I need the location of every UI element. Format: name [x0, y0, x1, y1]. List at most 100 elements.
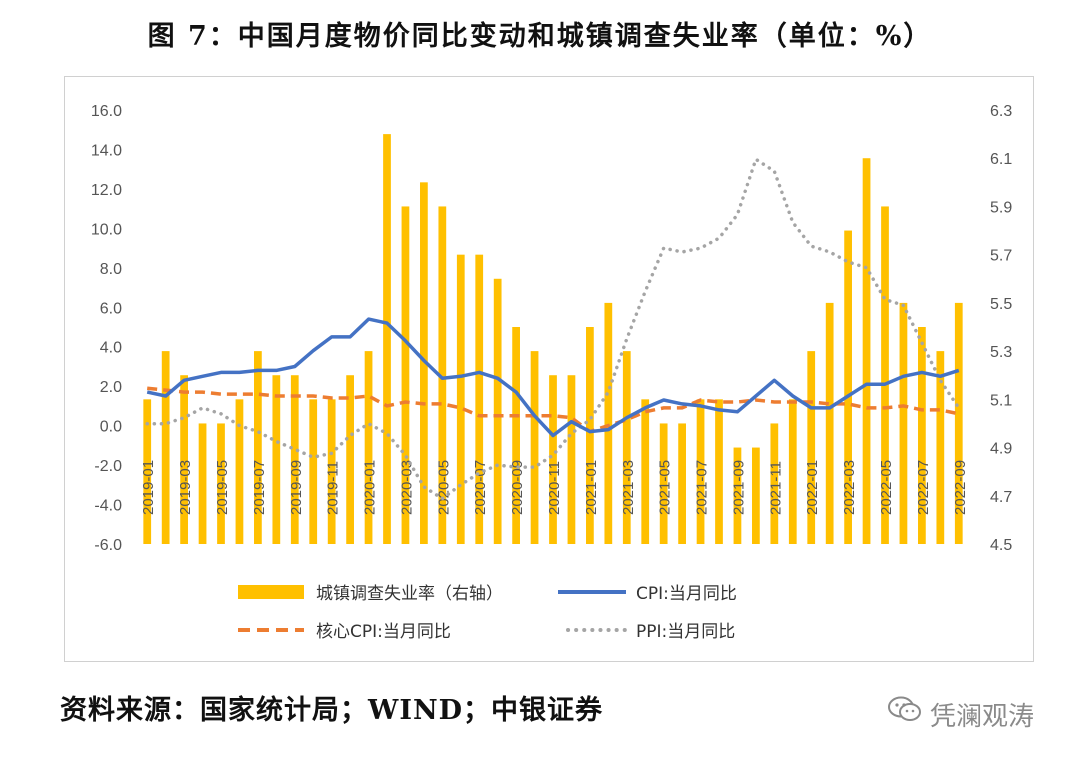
unemployment-bar: [143, 399, 152, 544]
cpi-line: [146, 317, 960, 438]
source-note: 资料来源：国家统计局；WIND；中银证券: [60, 695, 604, 726]
x-tick-label: 2020-09: [509, 460, 526, 515]
y-left-tick-label: 10.0: [91, 221, 122, 238]
x-tick-label: 2020-03: [398, 460, 415, 515]
unemployment-bar: [733, 447, 742, 544]
x-tick-label: 2022-07: [915, 460, 932, 515]
x-tick-label: 2021-05: [657, 460, 674, 515]
unemployment-bar: [456, 254, 465, 544]
unemployment-bar: [696, 399, 705, 544]
unemployment-bar: [881, 206, 889, 544]
unemployment-bar: [807, 351, 816, 544]
y-left-tick-label: 12.0: [91, 182, 122, 199]
x-tick-label: 2022-09: [952, 460, 969, 515]
y-left-tick-label: -6.0: [94, 537, 122, 554]
unemployment-bar: [493, 278, 502, 544]
unemployment-bar: [198, 423, 207, 544]
unemployment-bar: [862, 158, 871, 544]
unemployment-bar: [475, 254, 484, 544]
unemployment-bar: [770, 423, 779, 544]
x-tick-label: 2019-03: [177, 460, 194, 515]
unemployment-bar: [844, 230, 852, 545]
x-tick-label: 2019-11: [325, 461, 342, 515]
unemployment-bar: [401, 206, 410, 544]
x-tick-label: 2019-01: [140, 460, 157, 515]
unemployment-bar: [936, 351, 945, 544]
unemployment-bar: [586, 327, 594, 544]
x-tick-label: 2021-03: [620, 460, 637, 515]
legend-label-core-cpi: 核心CPI:当月同比: [316, 622, 451, 642]
unemployment-bar: [290, 375, 299, 544]
y-left-tick-label: -4.0: [94, 498, 122, 515]
x-tick-label: 2019-07: [251, 460, 268, 515]
y-left-tick-label: 14.0: [91, 142, 122, 159]
watermark: 凭澜观涛: [888, 696, 1034, 733]
unemployment-bar: [715, 399, 723, 544]
unemployment-bar: [161, 351, 170, 544]
unemployment-bar: [420, 182, 428, 545]
x-tick-label: 2020-11: [546, 461, 563, 515]
y-right-tick-label: 6.3: [990, 103, 1012, 120]
unemployment-bar: [235, 399, 244, 544]
unemployment-bar: [954, 302, 963, 544]
core-cpi-line: [147, 386, 960, 434]
x-tick-label: 2019-05: [214, 460, 231, 515]
x-tick-label: 2021-11: [767, 461, 784, 515]
unemployment-bar: [659, 423, 668, 544]
y-left-tick-label: 8.0: [100, 261, 122, 278]
y-right-tick-label: 4.9: [990, 441, 1012, 458]
unemployment-bar: [438, 206, 447, 544]
unemployment-bar: [825, 302, 834, 544]
watermark-text: 凭澜观涛: [930, 702, 1035, 732]
x-tick-label: 2021-01: [583, 460, 600, 515]
unemployment-bar: [272, 375, 281, 544]
legend-label-ppi: PPI:当月同比: [636, 622, 735, 642]
y-left-tick-label: 2.0: [100, 379, 122, 396]
y-left-tick-label: 0.0: [100, 419, 122, 436]
unemployment-bar: [604, 302, 613, 544]
unemployment-bar: [752, 447, 760, 544]
y-right-tick-label: 5.7: [990, 248, 1012, 265]
wechat-icon: [888, 696, 922, 729]
unemployment-bar: [530, 351, 539, 544]
unemployment-bar: [788, 399, 797, 544]
x-tick-label: 2020-01: [362, 460, 379, 515]
y-right-tick-label: 4.5: [990, 537, 1012, 554]
unemployment-bar: [567, 375, 576, 544]
unemployment-bar: [327, 399, 336, 544]
unemployment-bar: [549, 375, 557, 544]
y-left-tick-label: -2.0: [94, 458, 122, 475]
unemployment-bar: [217, 423, 225, 544]
unemployment-bar: [383, 134, 391, 544]
unemployment-bar: [512, 327, 520, 544]
x-tick-label: 2019-09: [288, 460, 305, 515]
unemployment-bar: [918, 327, 926, 544]
x-tick-label: 2021-09: [730, 460, 747, 515]
y-left-tick-label: 6.0: [100, 300, 122, 317]
legend-label-unemployment: 城镇调查失业率（右轴）: [316, 584, 503, 604]
x-tick-label: 2022-03: [841, 460, 858, 515]
x-tick-label: 2020-05: [435, 460, 452, 515]
y-right-tick-label: 6.1: [990, 151, 1012, 168]
y-right-tick-label: 4.7: [990, 489, 1012, 506]
legend-label-cpi: CPI:当月同比: [636, 584, 737, 604]
x-tick-label: 2020-07: [472, 460, 489, 515]
unemployment-bar: [254, 351, 262, 544]
unemployment-bar: [346, 375, 354, 544]
chart-title: 图 7：中国月度物价同比变动和城镇调查失业率（单位：%）: [147, 21, 933, 52]
y-left-tick-label: 4.0: [100, 340, 122, 357]
unemployment-bar: [899, 302, 908, 544]
unemployment-bar: [309, 399, 318, 544]
unemployment-bar: [622, 351, 631, 544]
y-right-tick-label: 5.5: [990, 296, 1012, 313]
unemployment-bar: [678, 423, 686, 544]
legend-swatch-unemployment: [238, 585, 304, 599]
x-tick-label: 2022-01: [804, 460, 821, 515]
unemployment-bar: [180, 375, 188, 544]
x-tick-label: 2022-05: [878, 460, 895, 515]
chart-frame: [64, 76, 1034, 662]
unemployment-bar: [641, 399, 650, 544]
unemployment-bar: [364, 351, 373, 544]
x-tick-label: 2021-07: [694, 460, 711, 515]
